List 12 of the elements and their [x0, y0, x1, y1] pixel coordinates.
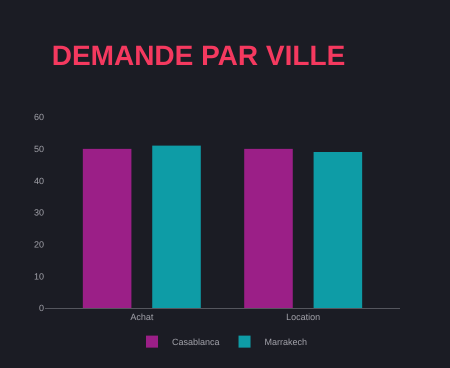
- y-tick-label: 30: [34, 208, 44, 218]
- x-tick-label: Achat: [130, 312, 154, 322]
- legend-label: Casablanca: [172, 337, 220, 348]
- y-tick-label: 20: [34, 239, 44, 250]
- chart-title: DEMANDE PAR VILLE: [52, 40, 346, 71]
- y-tick-label: 0: [38, 303, 44, 314]
- y-tick-label: 60: [34, 112, 44, 122]
- x-tick-label: Location: [286, 312, 320, 322]
- legend-label: Marrakech: [264, 337, 308, 348]
- y-tick-label: 50: [34, 144, 44, 154]
- y-tick-label: 10: [34, 271, 44, 282]
- y-tick-label: 40: [34, 176, 44, 186]
